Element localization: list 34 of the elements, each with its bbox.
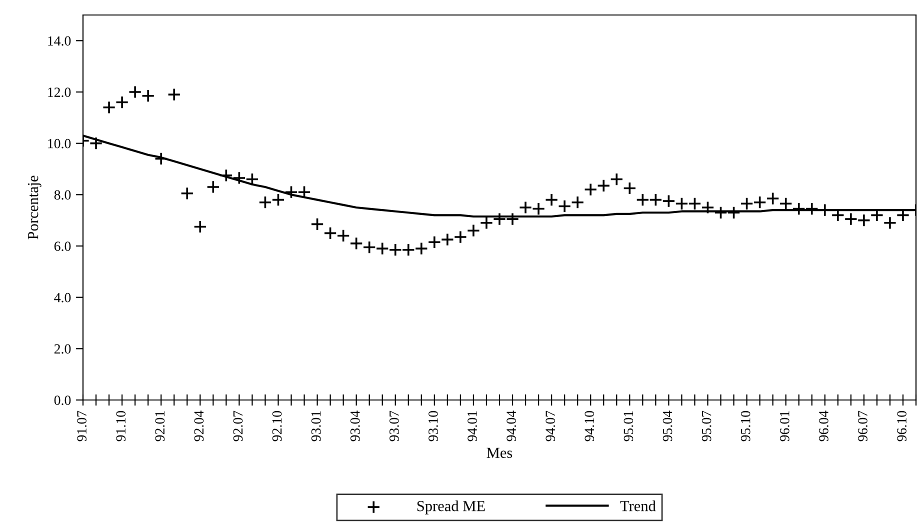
legend-label: Trend <box>620 500 656 512</box>
x-tick-label: 95.04 <box>662 410 672 442</box>
x-tick-label: 94.10 <box>584 410 594 442</box>
y-tick-label: 12.0 <box>48 88 71 98</box>
x-tick-label: 95.07 <box>702 410 712 442</box>
x-tick-label: 92.01 <box>155 411 165 442</box>
x-tick-label: 92.10 <box>272 410 282 442</box>
y-tick-label: 2.0 <box>54 344 71 354</box>
x-tick-label: 96.07 <box>858 410 868 442</box>
x-tick-label: 92.07 <box>233 410 243 442</box>
x-tick-label: 96.04 <box>818 410 828 442</box>
x-tick-label: 96.01 <box>780 411 790 442</box>
x-tick-label: 95.01 <box>624 411 634 442</box>
y-axis-title: Porcentaje <box>28 176 42 240</box>
x-tick-label: 94.07 <box>546 410 556 442</box>
y-tick-label: 10.0 <box>48 138 71 148</box>
x-tick-label: 94.01 <box>468 411 478 442</box>
x-tick-label: 91.10 <box>116 410 126 442</box>
x-tick-label: 92.04 <box>194 410 204 442</box>
x-tick-label: 93.01 <box>311 411 321 442</box>
x-tick-label: 91.07 <box>77 410 87 442</box>
y-tick-label: 14.0 <box>48 36 71 46</box>
x-axis-title: Mes <box>486 448 512 458</box>
x-tick-label: 93.04 <box>350 410 360 442</box>
y-tick-label: 6.0 <box>54 242 71 252</box>
x-tick-label: 95.10 <box>740 410 750 442</box>
x-tick-label: 96.10 <box>897 410 907 442</box>
text: Spread ME <box>417 500 485 514</box>
x-tick-label: 94.04 <box>506 410 516 442</box>
x-tick-label: 93.10 <box>428 410 438 442</box>
y-tick-label: 0.0 <box>54 396 71 406</box>
x-tick-label: 93.07 <box>389 410 399 442</box>
y-tick-label: 4.0 <box>54 292 71 302</box>
y-tick-label: 8.0 <box>54 190 71 200</box>
